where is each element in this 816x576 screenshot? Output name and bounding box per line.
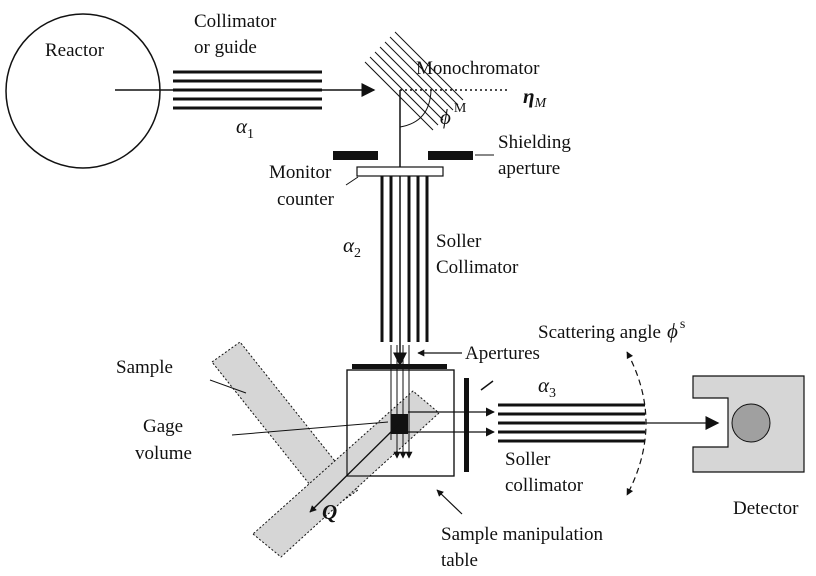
eta-m-symbol: ηM [523,84,548,111]
alpha2-char: α [343,233,355,257]
soller1-label-1: Soller [436,231,482,252]
alpha1-subscript: 1 [247,127,254,142]
phi-m-superscript: M [454,101,467,116]
table-label-1: Sample manipulation [441,524,604,545]
sample-leader [209,379,247,394]
monochromator-label: Monochromator [416,58,540,79]
shielding-label-2: aperture [498,158,560,179]
table-label-2: table [441,550,478,571]
q-vector [309,424,399,513]
alpha2-subscript: 2 [354,246,361,261]
phi-m-arc [399,89,432,128]
alpha1-symbol: α1 [236,114,254,142]
shielding-aperture-left [333,151,378,160]
reactor-label: Reactor [45,40,105,61]
monitor-label-2: counter [277,189,335,210]
phi-m-char: ϕ [440,105,451,129]
alpha2-symbol: α2 [343,233,361,261]
soller2-label-1: Soller [505,449,551,470]
monitor-label-1: Monitor [269,162,332,183]
alpha3-symbol: α3 [538,373,556,401]
scattering-angle-text: Scattering angle [538,322,661,343]
aperture-right [464,378,469,472]
gage-label-2: volume [135,443,192,464]
gage-label-1: Gage [143,416,183,437]
detector-label: Detector [733,498,799,519]
monitor-counter [356,166,444,177]
phi-s-superscript: s [680,317,685,332]
gage-leader [231,421,389,436]
q-label: Q [322,500,337,524]
shielding-aperture-right [428,151,473,160]
detector-element [731,403,771,443]
reactor-circle [5,13,161,169]
soller1-label-2: Collimator [436,257,519,278]
sample-table-outline [346,369,455,477]
eta-subscript: M [534,96,548,111]
collimator-label-1: Collimator [194,11,277,32]
sample-label: Sample [116,357,173,378]
shielding-label-1: Shielding [498,132,571,153]
scattering-angle-arc [626,351,647,496]
soller-collimator-upper [380,176,429,342]
apertures-leader [480,380,494,391]
alpha3-subscript: 3 [549,386,556,401]
alpha1-char: α [236,114,248,138]
soller2-label-2: collimator [505,475,584,496]
phi-s-char: ϕ [667,319,678,343]
sample-bar [211,341,359,511]
eta-char: η [523,84,535,108]
monitor-leader [345,176,359,186]
scattering-angle-label: Scattering angle ϕ s [538,317,685,343]
alpha3-char: α [538,373,550,397]
gage-volume [391,414,408,434]
monochromator-crystal [364,31,464,131]
soller-collimator-lower [498,403,645,443]
apertures-label: Apertures [465,343,540,364]
table-arrow [436,489,463,515]
aperture-top [352,364,447,369]
collimator-label-2: or guide [194,37,257,58]
